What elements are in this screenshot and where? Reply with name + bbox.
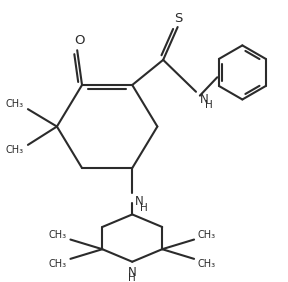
Text: N: N bbox=[200, 93, 209, 106]
Text: N: N bbox=[128, 266, 137, 279]
Text: H: H bbox=[140, 203, 148, 213]
Text: CH₃: CH₃ bbox=[198, 230, 216, 240]
Text: H: H bbox=[205, 100, 213, 110]
Text: N: N bbox=[135, 195, 144, 208]
Text: CH₃: CH₃ bbox=[6, 99, 24, 109]
Text: CH₃: CH₃ bbox=[198, 259, 216, 269]
Text: CH₃: CH₃ bbox=[48, 259, 67, 269]
Text: S: S bbox=[175, 12, 183, 25]
Text: H: H bbox=[128, 273, 136, 282]
Text: O: O bbox=[74, 34, 84, 47]
Text: CH₃: CH₃ bbox=[48, 230, 67, 240]
Text: CH₃: CH₃ bbox=[6, 145, 24, 155]
